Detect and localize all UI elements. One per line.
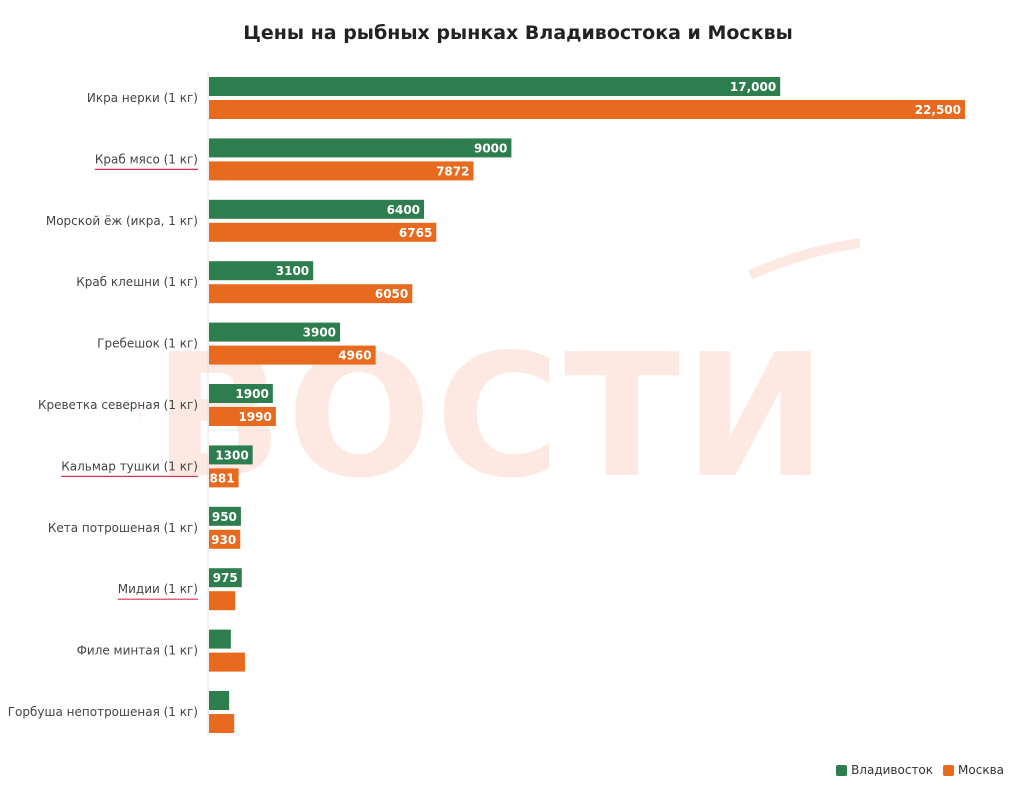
category-label: Филе минтая (1 кг) [77,644,198,658]
bar-vladivostok[interactable] [209,261,314,281]
category-label: Креветка северная (1 кг) [38,398,198,412]
data-label: 4960 [338,349,371,363]
data-label: 6765 [399,226,432,240]
category-label: Горбуша непотрошеная (1 кг) [8,705,198,719]
bar-vladivostok[interactable] [209,506,241,526]
bar-vladivostok[interactable] [209,384,273,403]
bar-moscow[interactable] [209,284,413,304]
data-label: 6400 [387,203,420,217]
data-label: 975 [213,571,238,585]
category-label: Краб клешни (1 кг) [76,275,198,289]
bar-vladivostok[interactable] [209,691,230,710]
bar-vladivostok[interactable] [209,445,253,465]
data-label: 1990 [238,410,271,424]
legend: Владивосток Москва [836,763,1004,777]
legend-swatch-vladivostok [836,764,848,776]
bar-moscow[interactable] [209,591,236,611]
bar-moscow[interactable] [209,652,245,672]
data-label: 1300 [215,448,248,462]
data-label: 22,500 [915,103,961,117]
category-label: Кета потрошеная (1 кг) [48,521,198,535]
category-label: Гребешок (1 кг) [97,337,198,351]
chart-title: Цены на рыбных рынках Владивостока и Мос… [243,22,793,44]
data-label: 950 [212,510,237,524]
legend-item-vladivostok[interactable]: Владивосток [836,763,933,777]
data-label: 3900 [303,326,336,340]
data-label: 7872 [436,164,469,178]
bar-moscow[interactable] [209,714,235,733]
category-label: Морской ёж (икра, 1 кг) [46,214,198,228]
bar-moscow[interactable] [209,345,376,365]
bar-moscow[interactable] [209,222,437,242]
legend-item-moscow[interactable]: Москва [943,763,1004,777]
data-label: 6050 [375,287,408,301]
category-label: Краб мясо (1 кг) [95,152,198,166]
bar-moscow[interactable] [209,468,239,488]
data-label: 17,000 [730,80,776,94]
data-label: 3100 [276,264,309,278]
bar-vladivostok[interactable] [209,77,781,96]
category-label: Кальмар тушки (1 кг) [61,459,198,473]
bar-vladivostok[interactable] [209,138,512,158]
bar-vladivostok[interactable] [209,568,242,588]
data-label: 1900 [235,387,268,401]
bar-moscow[interactable] [209,100,965,119]
legend-swatch-moscow [943,764,955,776]
bar-vladivostok[interactable] [209,199,425,219]
legend-label-vladivostok: Владивосток [851,763,934,777]
legend-label-moscow: Москва [958,763,1004,777]
bar-moscow[interactable] [209,407,276,426]
category-label: Икра нерки (1 кг) [87,91,198,105]
bar-moscow[interactable] [209,529,241,549]
bar-moscow[interactable] [209,161,474,181]
bar-vladivostok[interactable] [209,629,231,649]
data-label: 9000 [474,141,507,155]
bar-vladivostok[interactable] [209,322,341,342]
data-label: 881 [210,471,235,485]
data-label: 930 [211,533,236,547]
category-label: Мидии (1 кг) [118,582,198,596]
